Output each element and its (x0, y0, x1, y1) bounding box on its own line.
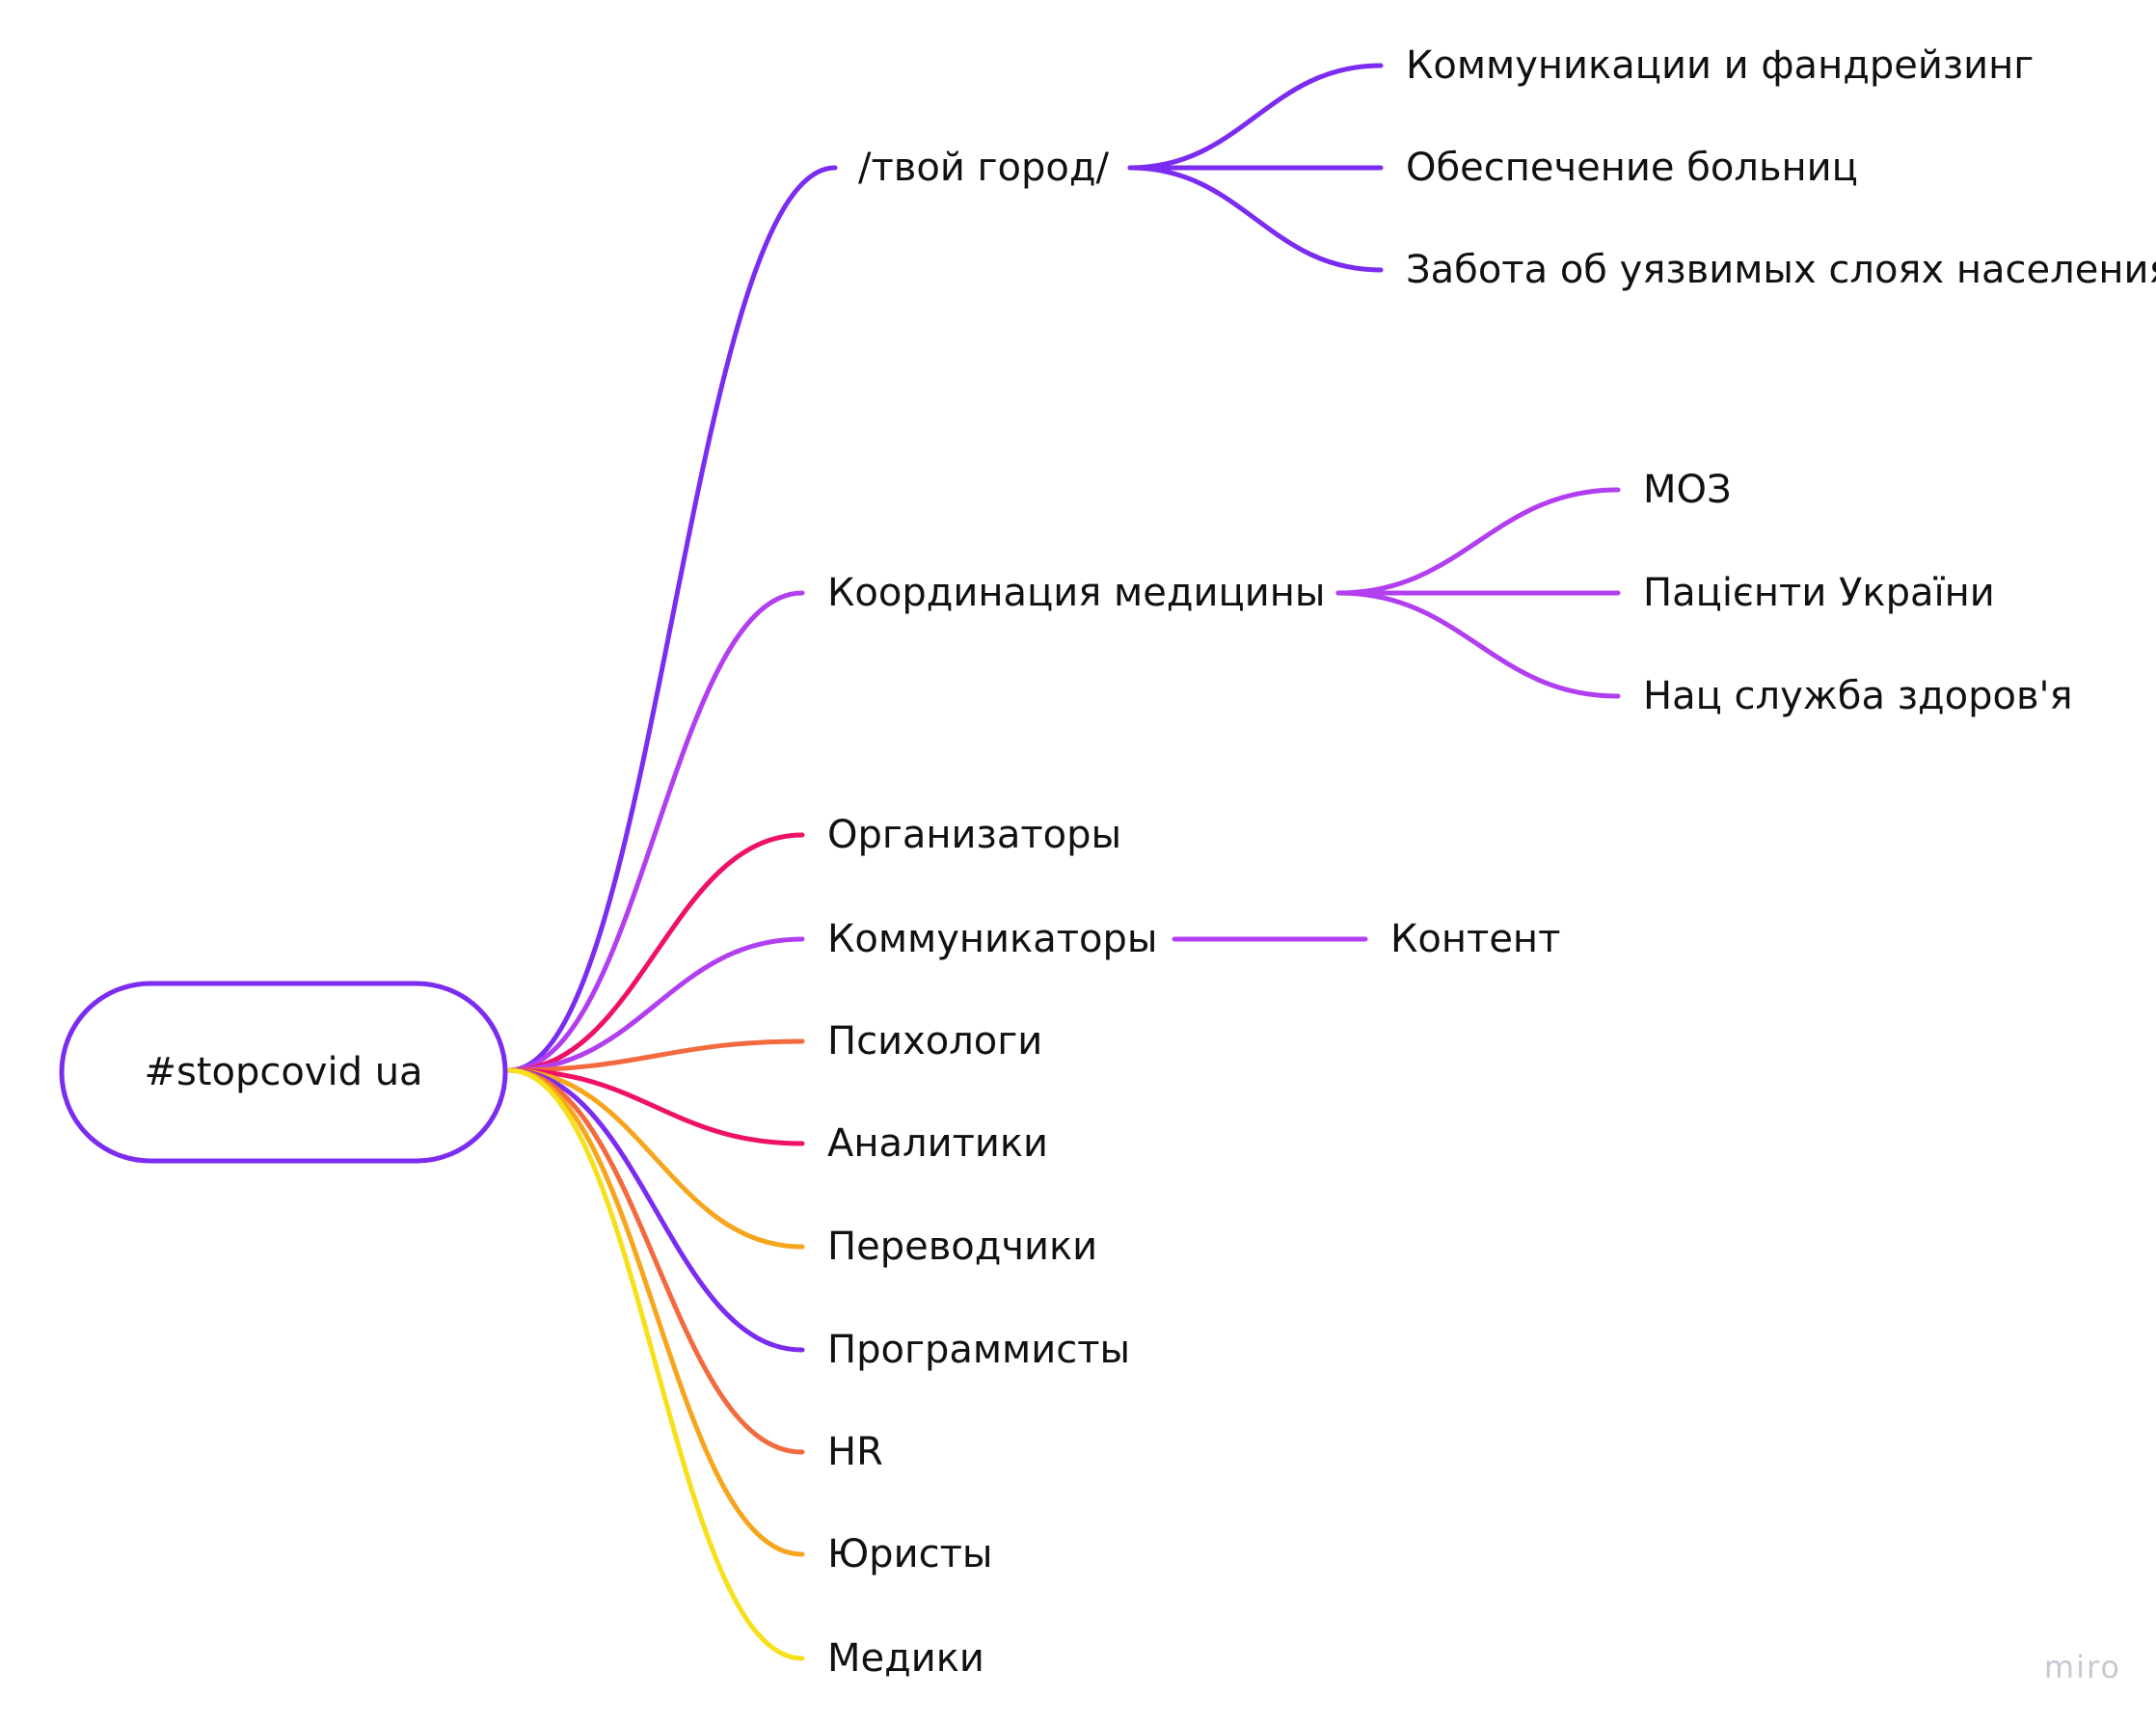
node-city-child-1[interactable]: Обеспечение больниц (1406, 146, 1858, 190)
edge-city (506, 165, 838, 1073)
edge-lawyers (506, 1067, 805, 1557)
miro-watermark: miro (2043, 1649, 2121, 1685)
node-city[interactable]: /твой город/ (858, 146, 1110, 190)
edge-medics (506, 1067, 805, 1661)
node-med-coord-child-0[interactable]: МОЗ (1643, 468, 1732, 512)
edge-city-child-0 (1127, 63, 1384, 171)
node-med-coord[interactable]: Координация медицины (827, 571, 1325, 615)
edge-med-coord (506, 590, 805, 1073)
mind-map-nodes: /твой город/Коммуникации и фандрейзинг Об… (827, 43, 2156, 1681)
node-psychologists[interactable]: Психологи (827, 1019, 1042, 1064)
node-med-coord-child-2[interactable]: Нац служба здоров'я (1643, 674, 2073, 718)
edge-med-coord-child-0 (1335, 487, 1621, 596)
edge-med-coord-child-2 (1335, 590, 1621, 699)
node-communicators-child-0[interactable]: Контент (1390, 917, 1560, 961)
node-hr[interactable]: HR (827, 1430, 883, 1474)
node-organizers[interactable]: Организаторы (827, 813, 1121, 857)
edge-hr (506, 1067, 805, 1455)
mind-map-edges (506, 63, 1621, 1661)
root-node-label: #stopcovid ua (144, 1050, 422, 1094)
node-city-child-2[interactable]: Забота об уязвимых слоях населения (1406, 248, 2156, 292)
root-node[interactable] (59, 981, 508, 1164)
node-translators[interactable]: Переводчики (827, 1225, 1097, 1269)
edge-organizers (506, 832, 805, 1073)
edge-programmers (506, 1067, 805, 1353)
node-medics[interactable]: Медики (827, 1636, 984, 1681)
edge-psychologists (506, 1038, 805, 1073)
node-med-coord-child-1[interactable]: Пацієнти України (1643, 571, 1995, 615)
node-communicators[interactable]: Коммуникаторы (827, 917, 1157, 961)
edge-translators (506, 1067, 805, 1250)
node-analysts[interactable]: Аналитики (827, 1121, 1048, 1166)
node-lawyers[interactable]: Юристы (827, 1532, 992, 1576)
edge-analysts (506, 1067, 805, 1146)
edge-city-child-2 (1127, 165, 1384, 273)
edge-communicators (506, 936, 805, 1073)
node-city-child-0[interactable]: Коммуникации и фандрейзинг (1406, 43, 2034, 88)
node-programmers[interactable]: Программисты (827, 1328, 1130, 1372)
